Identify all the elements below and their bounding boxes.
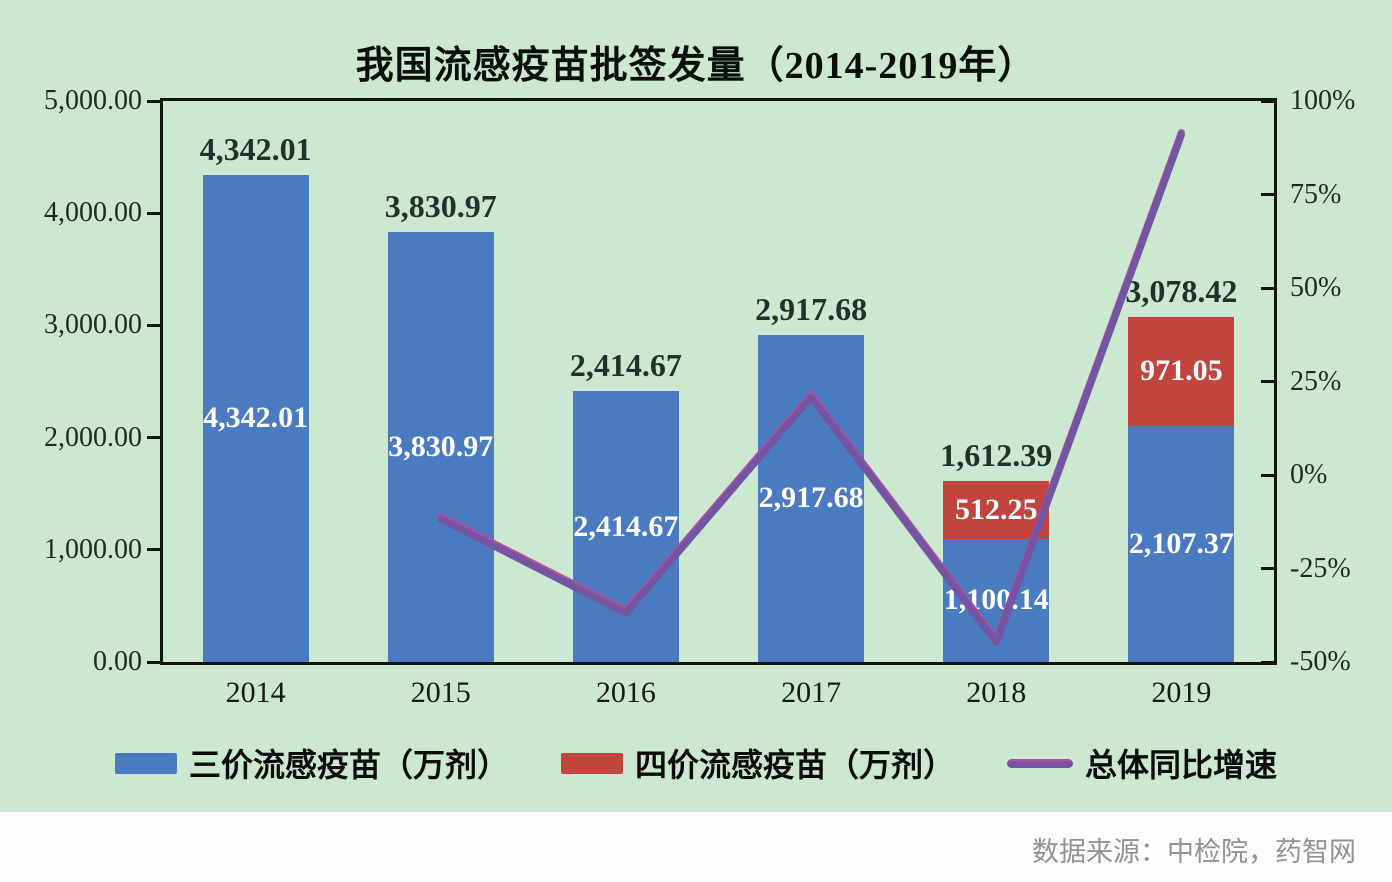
left-axis-tick-label: 2,000.00 (44, 421, 142, 453)
bar-total-label: 3,078.42 (1125, 272, 1238, 309)
bar-blue-value-label: 3,830.97 (388, 430, 494, 464)
bar-blue-value-label: 2,107.37 (1128, 526, 1234, 560)
bar-total-label: 1,612.39 (940, 437, 1053, 474)
left-axis-tick (147, 99, 160, 103)
chart-legend: 三价流感疫苗（万剂） 四价流感疫苗（万剂） 总体同比增速 (0, 740, 1392, 786)
right-axis-tick-label: 75% (1290, 178, 1342, 210)
legend-item-trivalent: 三价流感疫苗（万剂） (114, 740, 509, 786)
right-axis-tick (1261, 660, 1274, 664)
left-axis-tick-label: 3,000.00 (44, 309, 142, 341)
blue-bar-swatch-icon (114, 752, 177, 774)
left-axis-tick (147, 548, 160, 552)
legend-label-growth: 总体同比增速 (1085, 747, 1278, 783)
red-bar-swatch-icon (560, 752, 623, 774)
bar-total-label: 2,414.67 (569, 347, 682, 384)
right-axis-tick (1261, 193, 1274, 196)
bar-blue-value-label: 1,100.14 (943, 583, 1049, 617)
x-axis-label: 2017 (781, 676, 842, 709)
x-axis-label: 2015 (410, 676, 471, 709)
legend-label-quadrivalent: 四价流感疫苗（万剂） (634, 747, 955, 783)
left-axis-tick (147, 211, 160, 215)
left-axis-tick-label: 4,000.00 (44, 197, 142, 229)
right-axis-tick (1261, 380, 1274, 383)
right-axis-tick-label: 100% (1290, 85, 1356, 116)
right-axis-tick-label: -50% (1290, 646, 1351, 677)
purple-line-swatch-icon (1007, 758, 1073, 768)
right-axis-tick (1261, 99, 1274, 103)
chart-title: 我国流感疫苗批签发量（2014-2019年） (355, 45, 1037, 87)
legend-label-trivalent: 三价流感疫苗（万剂） (188, 747, 509, 783)
x-axis-label: 2018 (966, 676, 1027, 709)
left-axis-tick (147, 323, 160, 327)
bar-red-value-label: 971.05 (1140, 354, 1223, 388)
left-axis-tick (147, 660, 160, 664)
legend-item-quadrivalent: 四价流感疫苗（万剂） (560, 740, 955, 786)
bar-total-label: 3,830.97 (384, 188, 497, 225)
left-axis-tick (147, 436, 160, 440)
x-axis-label: 2016 (595, 676, 656, 709)
right-axis-tick-label: 50% (1290, 272, 1342, 303)
left-axis-tick-label: 1,000.00 (44, 533, 142, 565)
bar-total-label: 4,342.01 (199, 130, 312, 167)
left-axis-tick-label: 5,000.00 (44, 85, 142, 116)
bar-blue-value-label: 4,342.01 (203, 401, 309, 435)
bar-blue-value-label: 2,414.67 (573, 509, 679, 543)
x-axis-label: 2014 (225, 676, 286, 709)
bar-blue-segment (202, 174, 309, 662)
data-source-note: 数据来源：中检院，药智网 (1032, 837, 1356, 867)
right-axis-tick-label: 25% (1290, 365, 1342, 397)
right-axis-tick-label: 0% (1290, 459, 1328, 490)
x-axis-label: 2019 (1151, 676, 1212, 709)
bar-blue-value-label: 2,917.68 (758, 481, 864, 515)
plot-area-border (160, 98, 1277, 665)
bar-red-value-label: 512.25 (955, 492, 1038, 526)
legend-item-growth: 总体同比增速 (1007, 740, 1277, 786)
right-axis-tick (1261, 286, 1274, 290)
bar-total-label: 2,917.68 (755, 290, 868, 327)
right-axis-tick (1261, 567, 1274, 570)
left-axis-tick-label: 0.00 (93, 646, 142, 677)
right-axis-tick (1261, 473, 1274, 477)
right-axis-tick-label: -25% (1290, 552, 1351, 584)
